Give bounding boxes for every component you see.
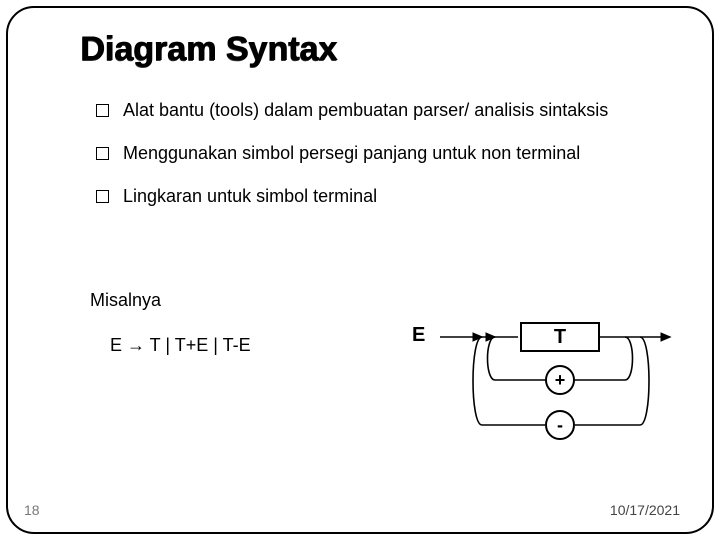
bullet-list: Alat bantu (tools) dalam pembuatan parse…	[96, 100, 660, 229]
nonterminal-node: T	[520, 322, 600, 352]
list-item: Menggunakan simbol persegi panjang untuk…	[96, 143, 660, 164]
list-item: Alat bantu (tools) dalam pembuatan parse…	[96, 100, 660, 121]
terminal-node-plus: +	[545, 365, 575, 395]
bullet-icon	[96, 104, 109, 117]
bullet-text: Alat bantu (tools) dalam pembuatan parse…	[123, 100, 608, 121]
slide-date: 10/17/2021	[610, 502, 680, 518]
list-item: Lingkaran untuk simbol terminal	[96, 186, 660, 207]
node-label: T	[554, 326, 566, 349]
bullet-icon	[96, 190, 109, 203]
slide-title: Diagram Syntax	[80, 30, 337, 69]
bullet-text: Menggunakan simbol persegi panjang untuk…	[123, 143, 580, 164]
syntax-diagram: E T + -	[390, 310, 690, 490]
entry-label: E	[412, 324, 425, 347]
page-number: 18	[24, 502, 40, 518]
slide: Diagram Syntax Alat bantu (tools) dalam …	[0, 0, 720, 540]
node-label: +	[555, 370, 566, 391]
example-label: Misalnya	[90, 290, 161, 311]
bullet-text: Lingkaran untuk simbol terminal	[123, 186, 377, 207]
bullet-icon	[96, 147, 109, 160]
grammar-rule: E → T | T+E | T-E	[110, 335, 251, 356]
terminal-node-minus: -	[545, 410, 575, 440]
node-label: -	[557, 415, 563, 436]
